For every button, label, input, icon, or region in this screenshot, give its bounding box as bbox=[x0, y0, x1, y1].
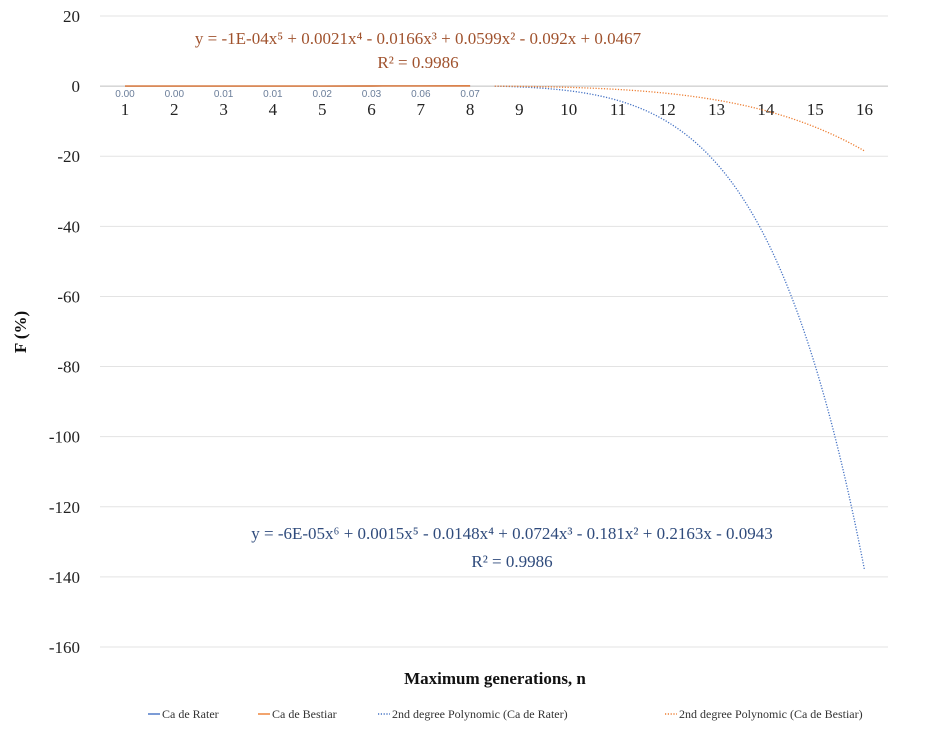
y-tick-label: 20 bbox=[63, 7, 80, 26]
x-tick-label: 8 bbox=[466, 100, 475, 119]
data-label: 0.03 bbox=[362, 89, 382, 100]
x-tick-label: 5 bbox=[318, 100, 327, 119]
y-tick-label: -40 bbox=[57, 217, 80, 236]
legend: Ca de Rater Ca de Bestiar 2nd degree Polyn… bbox=[148, 707, 863, 721]
x-axis-title: Maximum generations, n bbox=[404, 669, 586, 688]
x-tick-label: 1 bbox=[121, 100, 130, 119]
x-tick-label: 14 bbox=[757, 100, 775, 119]
data-label: 0.06 bbox=[411, 89, 431, 100]
x-tick-label: 4 bbox=[269, 100, 278, 119]
data-label: 0.02 bbox=[312, 89, 332, 100]
y-axis-title: F (%) bbox=[11, 311, 30, 353]
trendline-rater bbox=[494, 85, 866, 571]
y-tick-labels: 20 0 -20 -40 -60 -80 -100 -120 -140 -160 bbox=[49, 7, 80, 657]
gridlines bbox=[100, 15, 888, 648]
trendline-equation-rater: y = -6E-05x⁶ + 0.0015x⁵ - 0.0148x⁴ + 0.0… bbox=[251, 524, 773, 543]
trendline-r2-bestiar: R² = 0.9986 bbox=[377, 53, 458, 72]
y-tick-label: -80 bbox=[57, 358, 80, 377]
data-label: 0.00 bbox=[165, 89, 185, 100]
trendline-equation-bestiar: y = -1E-04x⁵ + 0.0021x⁴ - 0.0166x³ + 0.0… bbox=[195, 29, 642, 48]
data-label: 0.00 bbox=[115, 89, 135, 100]
x-tick-label: 16 bbox=[856, 100, 873, 119]
data-label: 0.07 bbox=[460, 89, 480, 100]
x-tick-label: 15 bbox=[807, 100, 824, 119]
trendline-bestiar bbox=[494, 85, 865, 152]
x-tick-label: 7 bbox=[417, 100, 426, 119]
y-tick-label: -20 bbox=[57, 147, 80, 166]
y-tick-label: -60 bbox=[57, 287, 80, 306]
y-tick-label: -100 bbox=[49, 428, 80, 447]
y-tick-label: 0 bbox=[72, 77, 81, 96]
y-tick-label: -160 bbox=[49, 638, 80, 657]
data-labels: 0.00 0.00 0.01 0.01 0.02 0.03 0.06 0.07 bbox=[115, 89, 480, 100]
y-tick-label: -120 bbox=[49, 498, 80, 517]
x-tick-labels: 1 2 3 4 5 6 7 8 9 10 11 12 13 14 15 16 bbox=[121, 100, 873, 119]
data-label: 0.01 bbox=[214, 89, 234, 100]
x-tick-label: 9 bbox=[515, 100, 524, 119]
trendline-r2-rater: R² = 0.9986 bbox=[471, 552, 552, 571]
x-tick-label: 12 bbox=[659, 100, 676, 119]
x-tick-label: 13 bbox=[708, 100, 725, 119]
x-tick-label: 11 bbox=[610, 100, 626, 119]
x-tick-label: 6 bbox=[367, 100, 376, 119]
series-lines bbox=[125, 85, 866, 571]
legend-label: 2nd degree Polynomic (Ca de Rater) bbox=[392, 707, 568, 721]
legend-label: 2nd degree Polynomic (Ca de Bestiar) bbox=[679, 707, 863, 721]
y-tick-label: -140 bbox=[49, 568, 80, 587]
x-tick-label: 2 bbox=[170, 100, 179, 119]
legend-label: Ca de Rater bbox=[162, 707, 219, 721]
x-tick-label: 3 bbox=[219, 100, 228, 119]
x-tick-label: 10 bbox=[560, 100, 577, 119]
legend-label: Ca de Bestiar bbox=[272, 707, 337, 721]
data-label: 0.01 bbox=[263, 89, 283, 100]
